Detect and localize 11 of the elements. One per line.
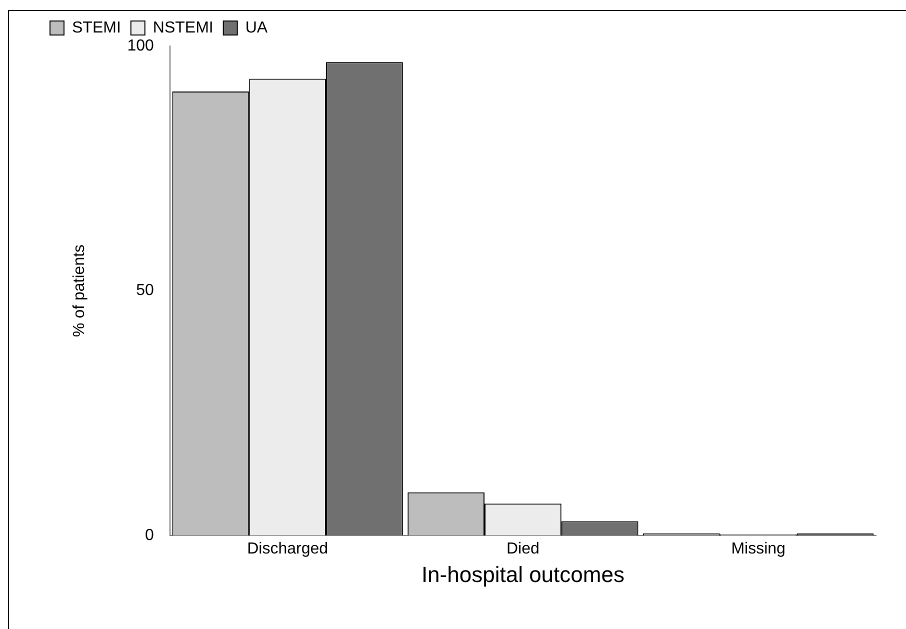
y-tick-label: 100 [127,37,154,54]
x-axis-title: In-hospital outcomes [421,562,624,587]
y-tick-label: 50 [136,282,154,300]
legend-label: UA [245,19,268,36]
x-tick-label: Missing [731,540,786,558]
legend-label: STEMI [72,19,121,36]
legend-label: NSTEMI [152,19,214,36]
y-axis-title: % of patients [71,244,88,337]
y-tick-label: 0 [144,526,154,544]
x-tick-label: Discharged [247,540,328,558]
x-tick-label: Died [506,540,540,558]
